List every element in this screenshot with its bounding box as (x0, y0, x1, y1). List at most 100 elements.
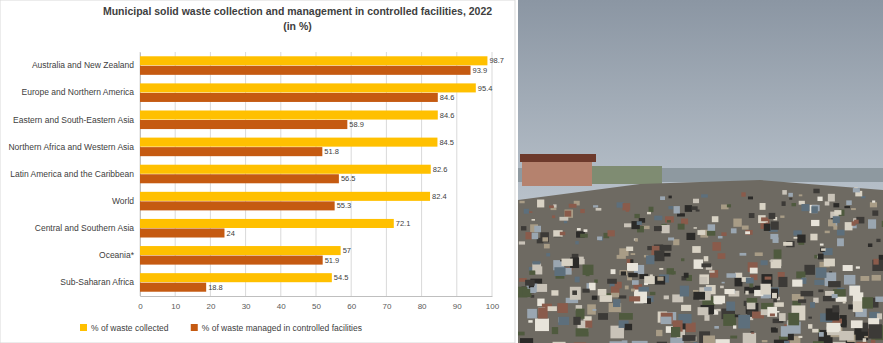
photo-debris (681, 305, 691, 311)
photo-debris (529, 270, 535, 274)
photo-debris (537, 199, 544, 207)
photo-debris (572, 254, 579, 258)
photo-debris (626, 247, 633, 251)
photo-debris (772, 293, 777, 298)
photo-roof (520, 154, 596, 162)
photo-debris (833, 203, 839, 207)
x-tick: 80 (418, 296, 427, 311)
photo-debris (535, 319, 549, 332)
photo-debris (656, 330, 662, 336)
bar (140, 93, 438, 102)
x-tick-label: 50 (312, 302, 321, 311)
data-label: 84.6 (440, 111, 455, 120)
photo-debris (769, 213, 776, 219)
photo-debris (810, 302, 815, 308)
x-tick: 70 (382, 296, 391, 311)
photo-debris (523, 289, 532, 297)
photo-debris (665, 216, 674, 222)
bar (140, 110, 438, 119)
y-tick: Eastern and South-Eastern Asia (13, 114, 140, 124)
photo-debris (554, 267, 565, 276)
photo-debris (773, 237, 779, 242)
photo-debris (872, 200, 875, 202)
photo-debris (598, 289, 607, 296)
photo-debris (849, 286, 860, 296)
photo-debris (771, 328, 778, 332)
photo-debris (868, 219, 876, 228)
bar (140, 256, 323, 265)
photo-debris (788, 193, 793, 197)
bar (140, 138, 437, 147)
photo-debris (620, 270, 628, 275)
photo-debris (576, 328, 589, 336)
photo-debris (544, 244, 550, 248)
photo-debris (647, 212, 651, 214)
photo-debris (718, 236, 723, 238)
photo-debris (821, 248, 826, 251)
photo-debris (832, 342, 847, 343)
photo-debris (720, 286, 724, 289)
legend-label: % of waste collected (91, 323, 169, 333)
bar (140, 66, 471, 75)
photo-debris (532, 233, 539, 239)
photo-debris (813, 341, 824, 343)
photo-debris (553, 342, 566, 343)
photo-debris (839, 331, 854, 341)
photo-debris (654, 251, 664, 262)
photo-debris (598, 313, 608, 320)
x-tick-label: 0 (138, 302, 143, 311)
photo-debris (833, 216, 840, 223)
photo-debris (797, 235, 805, 243)
photo-debris (631, 289, 635, 292)
photo-debris (661, 225, 669, 233)
photo-debris (782, 190, 787, 195)
photo-debris (575, 277, 580, 283)
photo-debris (745, 230, 752, 235)
photo-debris (582, 289, 589, 293)
x-tick-label: 30 (242, 302, 251, 311)
photo-debris (764, 224, 771, 231)
photo-debris (712, 216, 719, 222)
photo-debris (794, 237, 798, 239)
photo-debris (749, 213, 755, 218)
photo-debris (558, 317, 569, 325)
photo-debris (697, 230, 705, 235)
photo-debris (745, 291, 748, 295)
photo-debris (761, 309, 768, 315)
photo-debris (630, 259, 633, 263)
photo-debris (525, 280, 535, 286)
y-tick: Australia and New Zealand (32, 60, 140, 70)
photo-debris (767, 307, 777, 317)
photo-debris (664, 295, 669, 299)
x-tick-label: 10 (171, 302, 180, 311)
x-tick: 100 (486, 296, 500, 311)
photo-debris (565, 210, 574, 218)
photo-debris (846, 200, 852, 205)
x-tick-label: 90 (453, 302, 462, 311)
bar (140, 165, 431, 174)
photo-debris (564, 221, 567, 224)
photo-debris (788, 313, 799, 325)
photo-debris (593, 309, 597, 311)
photo-debris (712, 242, 721, 251)
photo-debris (634, 238, 638, 240)
photo-debris (518, 332, 525, 336)
photo-debris (677, 213, 685, 216)
photo-debris (862, 297, 873, 308)
photo-debris (632, 341, 648, 343)
photo-debris (875, 297, 883, 302)
photo-debris (655, 276, 666, 284)
photo-debris (837, 230, 845, 236)
photo-debris (780, 216, 784, 218)
photo-debris (828, 281, 841, 287)
photo-debris (708, 224, 716, 231)
photo-debris (778, 277, 787, 287)
photo-debris (762, 340, 768, 342)
photo-debris (714, 299, 722, 304)
data-label: 84.5 (439, 138, 454, 147)
photo-debris (589, 283, 596, 290)
legend-item: % of waste collected (80, 323, 169, 333)
photo-debris (765, 277, 772, 280)
photo-debris (682, 335, 695, 341)
photo-debris (611, 269, 616, 274)
